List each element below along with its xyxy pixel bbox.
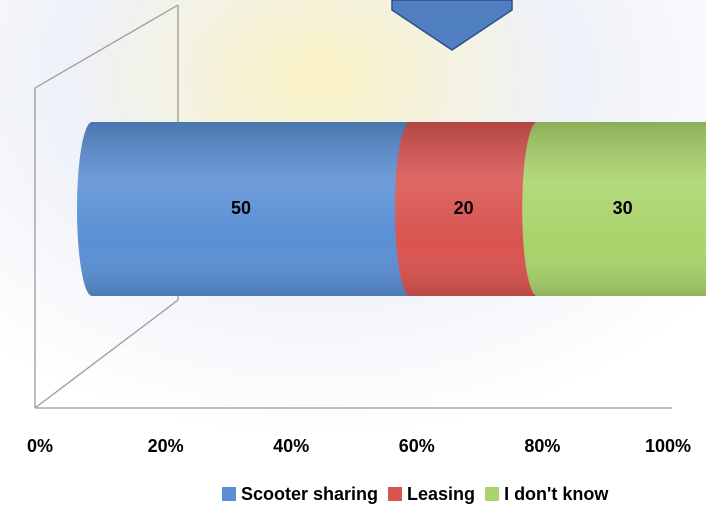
arrow-decoration xyxy=(391,0,513,51)
wall-top xyxy=(34,4,179,89)
legend-label: Scooter sharing xyxy=(241,484,378,504)
floor-edge xyxy=(34,299,179,409)
x-tick-label: 100% xyxy=(645,436,691,456)
data-label: 50 xyxy=(231,198,251,218)
legend-label: I don't know xyxy=(504,484,609,504)
legend-swatch xyxy=(388,487,403,501)
legend-swatch xyxy=(485,487,500,501)
data-label: 20 xyxy=(454,198,474,218)
bar-sheen xyxy=(77,122,425,296)
legend-label: Leasing xyxy=(407,484,475,504)
bar-sheen xyxy=(395,122,553,296)
x-tick-label: 80% xyxy=(524,436,560,456)
x-tick-label: 40% xyxy=(273,436,309,456)
x-tick-label: 0% xyxy=(27,436,53,456)
background-lower xyxy=(0,430,706,516)
data-label: 30 xyxy=(613,198,633,218)
legend-swatch xyxy=(222,487,236,501)
x-tick-label: 60% xyxy=(399,436,435,456)
x-tick-label: 20% xyxy=(148,436,184,456)
bar-sheen xyxy=(522,122,706,296)
